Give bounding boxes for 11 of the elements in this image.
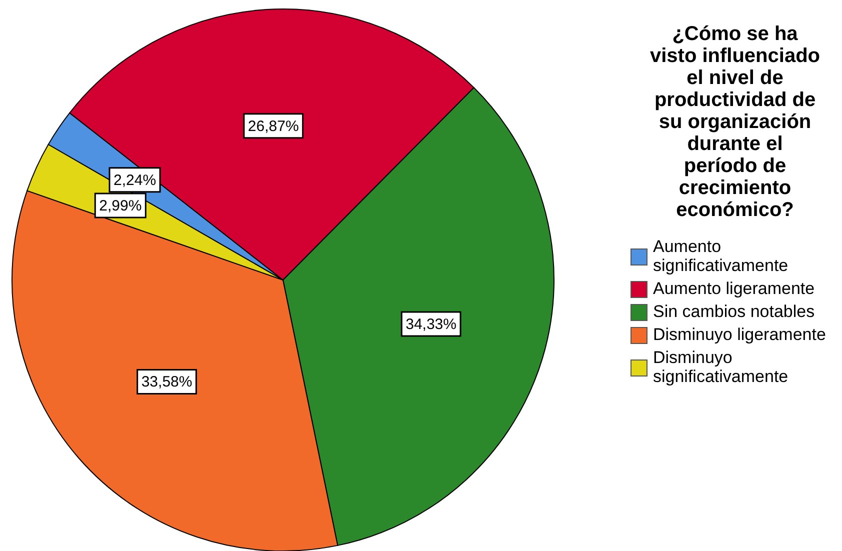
data-label: 26,87% [248, 118, 299, 135]
data-label: 2,99% [99, 197, 142, 214]
text: ¿Cómo se ha visto influenciado el nivel de productividad de su organización durante el período de crecimiento económico? [650, 23, 820, 221]
data-label: 34,33% [406, 316, 456, 334]
legend-label: Aumento ligeramente [653, 279, 815, 298]
legend-label: Sin cambios notables [653, 302, 815, 321]
data-label: 2,24% [114, 172, 156, 189]
data-label: 33,58% [141, 374, 192, 391]
legend-label: Disminuyo ligeramente [653, 325, 826, 344]
legend-label: Aumento significativamente [653, 237, 788, 275]
legend-label: Disminuyo significativamente [653, 348, 788, 386]
